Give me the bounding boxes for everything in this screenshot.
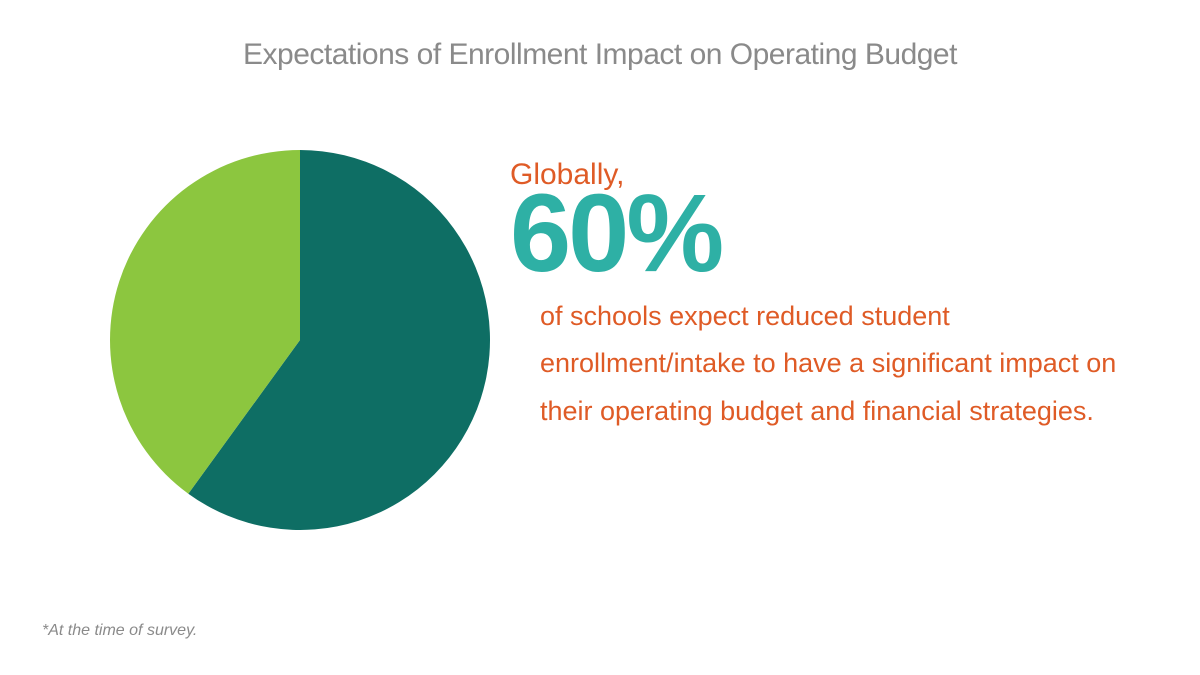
callout-percent: 60% (510, 184, 1130, 283)
pie-chart (110, 150, 490, 535)
callout-body: of schools expect reduced student enroll… (540, 293, 1130, 435)
callout-block: Globally, 60% of schools expect reduced … (510, 158, 1130, 435)
footnote: *At the time of survey. (42, 622, 197, 640)
chart-title: Expectations of Enrollment Impact on Ope… (0, 38, 1200, 72)
pie-svg (110, 150, 490, 530)
infographic-container: Expectations of Enrollment Impact on Ope… (0, 0, 1200, 675)
